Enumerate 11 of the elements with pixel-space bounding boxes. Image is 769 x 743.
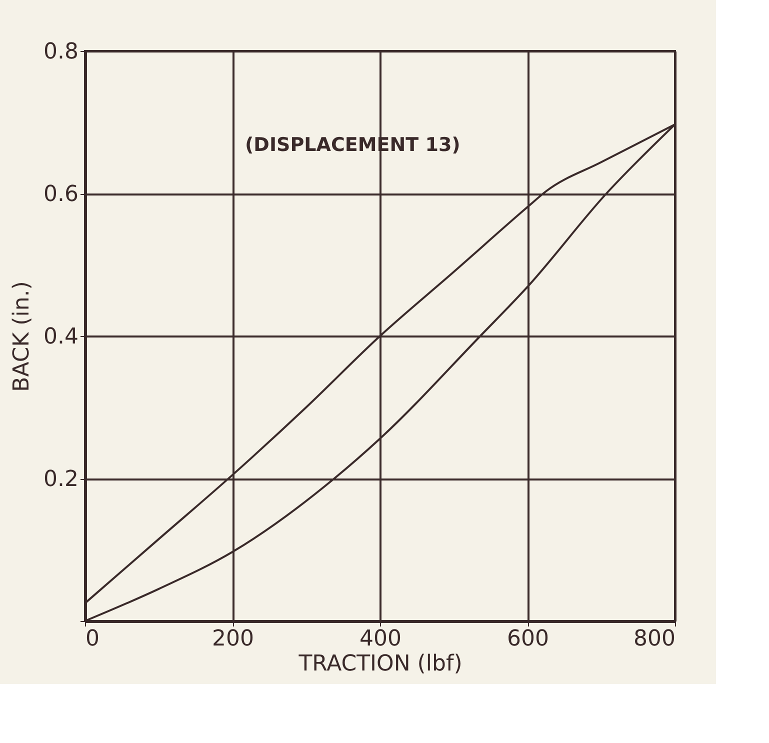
y-tick-label: 0.4 [44,324,78,350]
x-tick-label: 800 [634,626,676,652]
x-tick-label: 400 [360,626,402,652]
y-tick-label: 0.6 [44,182,78,207]
x-tick-label: 600 [507,626,549,652]
x-tick-label: 0 [86,626,100,652]
y-tick-label: 0.2 [44,467,78,492]
x-axis-title: TRACTION (lbf) [298,652,462,676]
y-axis-title: BACK (in.) [10,281,35,392]
x-tick-label: 200 [212,626,254,652]
y-tick-label: 0.8 [44,40,78,64]
